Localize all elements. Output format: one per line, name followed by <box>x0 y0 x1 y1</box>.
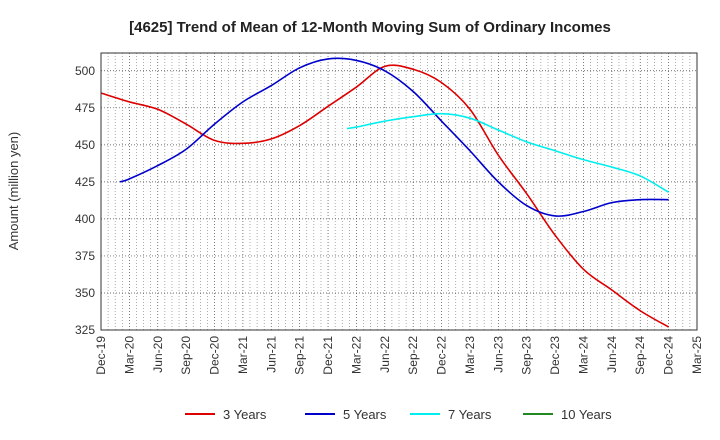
series-line-5-years <box>119 57 669 217</box>
y-tick-label: 500 <box>75 64 95 78</box>
x-tick-label: Dec-20 <box>208 336 222 375</box>
x-tick-label: Sep-23 <box>520 336 534 375</box>
y-tick-labels: 325 350 375 400 425 450 475 500 <box>75 64 95 337</box>
x-tick-labels: Dec-19 Mar-20 Jun-20 Sep-20 Dec-20 Mar-21 Jun-… <box>94 336 704 375</box>
legend-label: 10 Years <box>561 407 612 422</box>
y-tick-label: 375 <box>75 249 95 263</box>
y-tick-label: 450 <box>75 138 95 152</box>
x-tick-label: Dec-21 <box>321 336 335 375</box>
chart-title: [4625] Trend of Mean of 12-Month Moving … <box>129 19 611 36</box>
x-tick-label: Sep-21 <box>293 336 307 375</box>
x-tick-label: Sep-20 <box>179 336 193 375</box>
x-tick-label: Jun-23 <box>491 336 505 373</box>
x-tick-label: Jun-24 <box>605 336 619 373</box>
x-tick-label: Mar-24 <box>576 336 590 374</box>
y-tick-label: 475 <box>75 101 95 115</box>
x-tick-label: Dec-24 <box>662 336 676 375</box>
y-tick-label: 325 <box>75 323 95 337</box>
x-tick-label: Mar-20 <box>122 336 136 374</box>
plot-frame <box>100 52 698 331</box>
legend-item-7-years: 7 Years <box>410 407 492 422</box>
series-line-3-years <box>100 64 670 328</box>
legend: 3 Years 5 Years 7 Years 10 Years <box>185 407 612 422</box>
plot-border <box>100 52 698 331</box>
series-line-7-years <box>346 112 670 193</box>
x-tick-label: Sep-24 <box>633 336 647 375</box>
y-tick-label: 350 <box>75 286 95 300</box>
y-tick-label: 400 <box>75 212 95 226</box>
x-tick-label: Mar-21 <box>236 336 250 374</box>
legend-item-10-years: 10 Years <box>523 407 612 422</box>
x-tick-label: Jun-20 <box>151 336 165 373</box>
y-tick-label: 425 <box>75 175 95 189</box>
x-tick-label: Dec-19 <box>94 336 108 375</box>
x-tick-label: Jun-21 <box>264 336 278 373</box>
legend-label: 3 Years <box>223 407 267 422</box>
x-tick-label: Sep-22 <box>406 336 420 375</box>
legend-label: 5 Years <box>343 407 387 422</box>
legend-item-3-years: 3 Years <box>185 407 267 422</box>
legend-label: 7 Years <box>448 407 492 422</box>
gridlines <box>101 53 697 331</box>
legend-item-5-years: 5 Years <box>305 407 387 422</box>
x-tick-label: Mar-25 <box>690 336 704 374</box>
x-tick-label: Jun-22 <box>378 336 392 373</box>
x-tick-label: Dec-22 <box>435 336 449 375</box>
series-group <box>100 57 670 328</box>
y-axis-label: Amount (million yen) <box>6 132 21 251</box>
x-tick-label: Dec-23 <box>548 336 562 375</box>
x-tick-label: Mar-23 <box>463 336 477 374</box>
x-tick-label: Mar-22 <box>349 336 363 374</box>
